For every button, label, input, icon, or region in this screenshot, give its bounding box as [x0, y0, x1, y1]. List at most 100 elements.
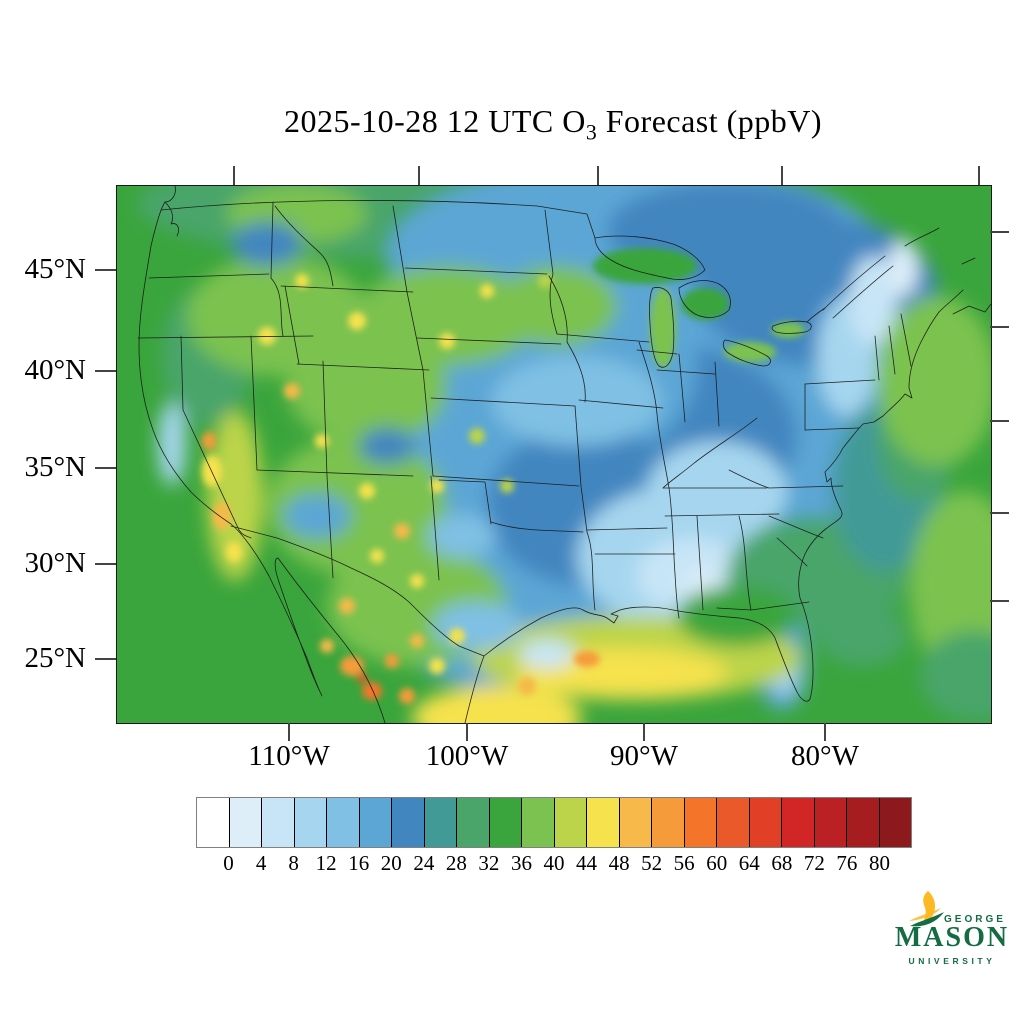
colorbar-tick-label: 52	[641, 851, 663, 875]
field-blob	[888, 240, 918, 296]
colorbar-cell	[294, 798, 327, 847]
border-path	[490, 521, 584, 533]
border-path	[230, 525, 485, 657]
border-path	[430, 475, 440, 581]
border-path	[586, 531, 596, 611]
border-path	[728, 469, 770, 489]
colorbar-tick-label: 68	[771, 851, 793, 875]
field-hotspot	[359, 483, 375, 499]
field-blob	[849, 256, 897, 346]
field-hotspot	[538, 274, 552, 288]
colorbar-tick-label: 64	[738, 851, 760, 875]
field-hotspot	[213, 502, 231, 530]
border-path	[832, 265, 894, 319]
y-axis-tick-label: 25°N	[24, 641, 86, 674]
border-path	[738, 515, 752, 611]
x-axis-tick-label: 80°W	[791, 740, 859, 772]
colorbar-cell	[359, 798, 392, 847]
colorbar-tick-label: 36	[510, 851, 532, 875]
border-path	[900, 313, 912, 367]
field-hotspot	[226, 542, 242, 562]
border-path	[768, 485, 844, 489]
field-hotspot	[340, 656, 364, 676]
latitude-axis-labels: 45°N 40°N 35°N 30°N 25°N	[0, 0, 86, 1024]
map-layers	[117, 186, 991, 723]
gmu-logo-george-text: GEORGE	[944, 914, 1006, 925]
border-path	[544, 209, 558, 335]
colorbar-tick-label: 12	[315, 851, 337, 875]
colorbar-cell	[879, 798, 911, 847]
colorbar-tick-label: 40	[543, 851, 565, 875]
title-prefix: 2025-10-28 12 UTC O	[283, 103, 586, 139]
border-path	[806, 307, 826, 323]
field-blob	[817, 606, 907, 666]
field-hotspot	[315, 434, 329, 448]
field-blob	[359, 428, 415, 464]
ozone-contour-map	[117, 186, 991, 723]
field-blob	[207, 411, 263, 581]
title-subscript: 3	[585, 120, 598, 145]
field-hotspot	[500, 479, 514, 493]
border-path	[938, 289, 964, 313]
coastline-and-borders	[137, 186, 991, 723]
lake-field-blob	[650, 288, 676, 368]
x-axis-tick-label: 110°W	[248, 740, 330, 772]
border-path	[160, 200, 596, 239]
field-hotspot	[339, 598, 355, 614]
field-hotspot	[202, 455, 222, 487]
lake-field-blob	[593, 248, 697, 284]
colorbar-tick-label: 4	[255, 851, 267, 875]
border-path	[776, 537, 808, 567]
border-path	[406, 291, 424, 371]
colorbar-cell	[392, 798, 425, 847]
axis-tick	[95, 370, 116, 372]
colorbar-tick-label: 16	[348, 851, 370, 875]
border-path	[250, 335, 258, 471]
colorbar-tick-label: 8	[288, 851, 299, 875]
colorbar-cell	[847, 798, 880, 847]
gmu-flame-icon	[909, 891, 944, 927]
colorbar-cell	[262, 798, 295, 847]
field-blob	[267, 436, 447, 576]
field-blob	[497, 266, 617, 346]
field-hotspot	[357, 673, 367, 683]
border-path	[716, 601, 810, 611]
colorbar-cell	[587, 798, 620, 847]
border-path	[768, 515, 824, 539]
border-path	[678, 280, 731, 318]
border-path	[696, 515, 704, 611]
border-path	[804, 427, 860, 431]
gmu-logo-mason-text: MASON	[894, 922, 1010, 953]
field-hotspot	[430, 479, 444, 493]
colorbar-tick-label: 44	[576, 851, 598, 875]
border-path	[804, 379, 876, 385]
field-blob	[283, 494, 351, 538]
border-path	[392, 205, 408, 293]
colorbar-cell	[749, 798, 782, 847]
border-path	[822, 255, 886, 311]
axis-tick	[233, 166, 235, 185]
axis-tick	[824, 723, 826, 741]
field-hotspot-layer	[202, 248, 805, 704]
field-hotspot	[429, 658, 445, 674]
border-path	[678, 353, 686, 423]
field-hotspot	[385, 654, 399, 668]
border-path	[296, 363, 430, 371]
axis-tick	[990, 512, 1009, 514]
border-path	[662, 417, 758, 489]
field-hotspot	[320, 639, 334, 653]
border-path	[404, 267, 548, 275]
axis-tick	[466, 723, 468, 741]
colorbar-tick-label: 80	[868, 851, 890, 875]
longitude-axis-labels: 110°W 100°W 90°W 80°W	[0, 740, 1024, 780]
lake-field-blob	[681, 288, 729, 320]
border-path	[416, 337, 562, 345]
colorbar-tick-label: 0	[223, 851, 234, 875]
field-hotspot	[518, 677, 536, 695]
gmu-logo: GEORGE MASON UNIVERSITY	[884, 891, 1020, 978]
border-path	[430, 397, 576, 407]
colorbar-tick-label: 32	[478, 851, 500, 875]
border-path	[594, 235, 706, 280]
y-axis-tick-label: 40°N	[24, 353, 86, 386]
field-hotspot	[469, 428, 485, 444]
